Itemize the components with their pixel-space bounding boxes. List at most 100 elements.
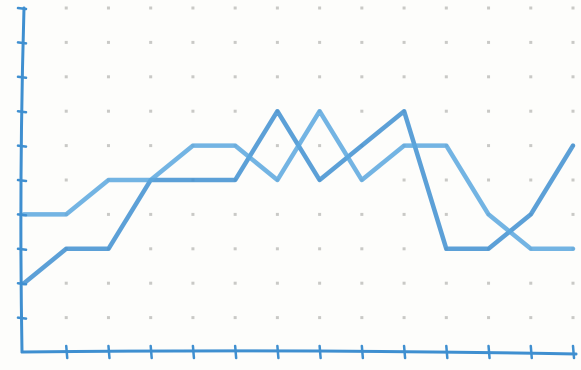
grid-dot — [487, 178, 491, 182]
ticks — [16, 6, 576, 360]
grid-dot — [360, 109, 364, 113]
x-tick — [318, 344, 322, 360]
grid-dot — [106, 316, 110, 320]
grid-dot — [571, 40, 575, 44]
grid-dot — [275, 144, 279, 148]
y-tick — [16, 247, 28, 252]
x-tick — [233, 344, 238, 360]
grid-dot — [318, 212, 322, 216]
grid-dot — [191, 6, 195, 10]
grid-dot — [318, 281, 322, 285]
grid-dot — [149, 247, 153, 251]
grid-dot — [64, 6, 68, 10]
grid-dot — [64, 109, 68, 113]
grid-dot — [318, 316, 322, 320]
y-tick — [16, 6, 28, 11]
grid-dot — [360, 6, 364, 10]
grid-dot — [106, 212, 110, 216]
grid-dot — [149, 281, 153, 285]
series-line-1 — [21, 108, 576, 286]
grid-dot — [402, 75, 406, 79]
grid-dot — [191, 212, 195, 216]
grid-dot — [402, 247, 406, 251]
grid-dot — [149, 75, 153, 79]
grid-dot — [360, 75, 364, 79]
y-tick — [16, 213, 28, 217]
grid-dot — [360, 212, 364, 216]
grid-dot — [529, 281, 533, 285]
grid-dot — [571, 281, 575, 285]
x-tick — [191, 344, 196, 360]
grid-dot — [64, 40, 68, 44]
grid-dot — [149, 316, 153, 320]
x-tick — [529, 344, 534, 360]
grid-dot — [106, 281, 110, 285]
x-tick — [487, 344, 491, 360]
grid-dot — [191, 281, 195, 285]
series-layer — [21, 108, 576, 286]
grid-dot — [571, 109, 575, 113]
grid-dot — [360, 247, 364, 251]
grid-dot — [571, 75, 575, 79]
grid-dot — [149, 109, 153, 113]
grid-dot — [233, 75, 237, 79]
x-tick — [149, 344, 153, 360]
grid-dot — [275, 316, 279, 320]
grid-dot — [106, 109, 110, 113]
grid-dot — [64, 144, 68, 148]
series-line-2 — [21, 108, 576, 252]
grid-dot — [275, 75, 279, 79]
grid-dot — [233, 212, 237, 216]
grid-dot — [233, 109, 237, 113]
grid-dot — [318, 247, 322, 251]
grid-dot — [360, 281, 364, 285]
grid-dot — [529, 6, 533, 10]
grid-dot — [444, 212, 448, 216]
grid-dot — [149, 40, 153, 44]
grid-dot — [275, 40, 279, 44]
y-tick — [16, 41, 28, 45]
grid-dot — [444, 316, 448, 320]
grid-dot — [318, 144, 322, 148]
grid-dot — [529, 144, 533, 148]
grid-dot — [233, 316, 237, 320]
grid-dot — [487, 281, 491, 285]
grid-dots — [64, 6, 575, 320]
grid-dot — [487, 316, 491, 320]
grid-dot — [529, 316, 533, 320]
y-tick — [16, 178, 28, 183]
y-tick — [16, 144, 28, 148]
grid-dot — [487, 144, 491, 148]
grid-dot — [487, 40, 491, 44]
grid-dot — [106, 144, 110, 148]
grid-dot — [571, 178, 575, 182]
grid-dot — [444, 109, 448, 113]
x-tick — [276, 344, 280, 360]
grid-dot — [529, 109, 533, 113]
grid-dot — [64, 281, 68, 285]
grid-dot — [149, 144, 153, 148]
x-axis — [20, 349, 578, 356]
grid-dot — [360, 40, 364, 44]
grid-dot — [402, 281, 406, 285]
grid-dot — [149, 6, 153, 10]
grid-dot — [402, 178, 406, 182]
grid-dot — [191, 247, 195, 251]
y-tick — [16, 109, 28, 114]
grid-dot — [571, 212, 575, 216]
grid-dot — [64, 316, 68, 320]
y-tick — [16, 281, 28, 286]
grid-dot — [402, 6, 406, 10]
grid-dot — [64, 75, 68, 79]
grid-dot — [106, 6, 110, 10]
grid-dot — [444, 40, 448, 44]
grid-dot — [529, 75, 533, 79]
grid-dot — [191, 109, 195, 113]
grid-dot — [318, 75, 322, 79]
grid-dot — [233, 281, 237, 285]
grid-dot — [318, 6, 322, 10]
grid-dot — [191, 40, 195, 44]
grid-dot — [106, 75, 110, 79]
grid-dot — [402, 40, 406, 44]
